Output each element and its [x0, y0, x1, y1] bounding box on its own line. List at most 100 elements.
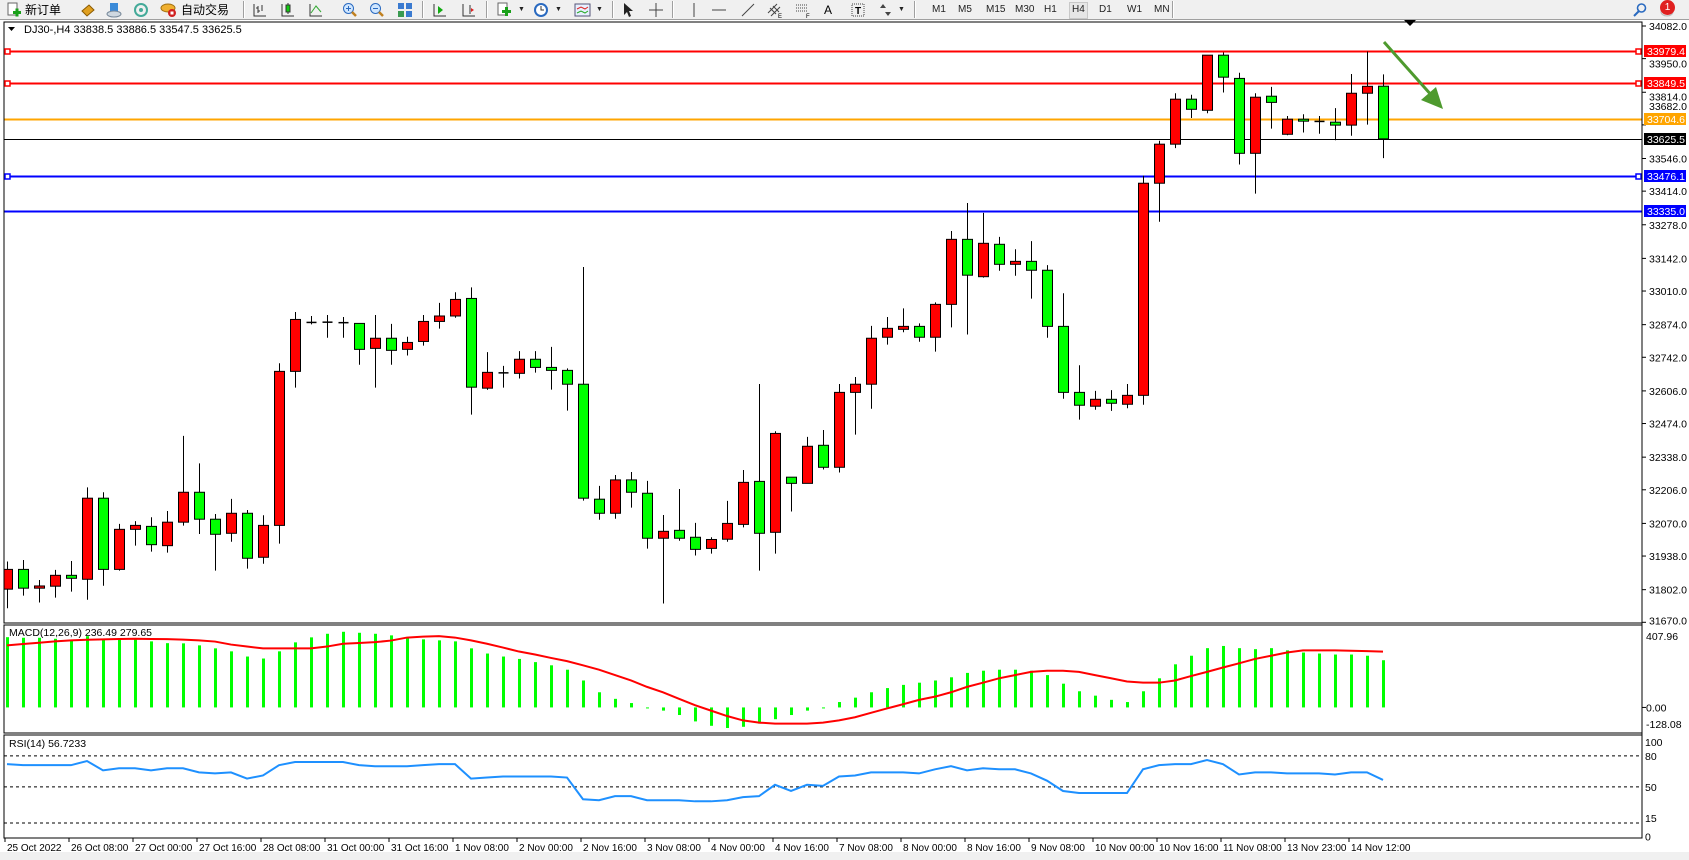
- line-chart-icon: [309, 3, 322, 16]
- candle: [1282, 115, 1293, 136]
- chart-menu-triangle-icon[interactable]: [8, 27, 15, 31]
- timeframe-h1-button[interactable]: H1: [1044, 4, 1057, 15]
- bear-candle-body: [1186, 98, 1197, 110]
- signals-button[interactable]: [133, 1, 149, 18]
- time-tick-label: 27 Oct 16:00: [199, 843, 257, 854]
- fibonacci-button[interactable]: F: [795, 1, 811, 18]
- horizontal-line-button[interactable]: [711, 1, 727, 18]
- price-tick-label: 32742.0: [1649, 352, 1687, 364]
- candle: [594, 485, 605, 520]
- templates-button[interactable]: [574, 1, 592, 18]
- search-button[interactable]: [1632, 1, 1648, 18]
- arrows-dropdown-icon[interactable]: ▼: [898, 6, 905, 13]
- indicators-dropdown-icon[interactable]: ▼: [518, 6, 525, 13]
- zoom-in-button[interactable]: [342, 1, 358, 18]
- macd-histogram-bar: [742, 707, 745, 727]
- macd-histogram-bar: [598, 692, 601, 708]
- timeframe-m1-button[interactable]: M1: [932, 4, 946, 15]
- toolbar-separator: [1172, 1, 1174, 18]
- timeframe-mn-button[interactable]: MN: [1154, 4, 1170, 15]
- text-label-button[interactable]: T: [850, 1, 866, 18]
- market-watch-button[interactable]: [80, 1, 96, 18]
- bull-candle-body: [290, 318, 301, 372]
- notification-badge: 1: [1660, 0, 1675, 15]
- fibonacci-icon: F: [796, 4, 810, 18]
- new-order-button[interactable]: 新订单: [6, 1, 61, 18]
- zoom-out-button[interactable]: [369, 1, 385, 18]
- bull-candle-body: [450, 298, 461, 317]
- indicators-button[interactable]: [496, 1, 512, 18]
- macd-tick-label: 0.00: [1646, 702, 1667, 714]
- macd-histogram-bar: [342, 631, 345, 708]
- timeframe-m30-button[interactable]: M30: [1015, 4, 1035, 15]
- macd-histogram-bar: [166, 643, 169, 708]
- macd-histogram-bar: [70, 640, 73, 708]
- rsi-indicator: [4, 755, 1642, 824]
- bull-candle-body: [770, 432, 781, 533]
- bull-candle-body: [850, 383, 861, 393]
- trendline-button[interactable]: [740, 1, 756, 18]
- bull-candle-body: [802, 445, 813, 484]
- price-tick-label: 34082.0: [1649, 21, 1687, 33]
- macd-histogram-bar: [566, 669, 569, 708]
- macd-histogram-bar: [1382, 660, 1385, 708]
- bull-candle-body: [402, 341, 413, 350]
- market-watch-icon: [81, 3, 95, 17]
- timeframe-h4-button[interactable]: H4: [1069, 2, 1088, 19]
- macd-histogram-bar: [646, 707, 649, 709]
- line-chart-button[interactable]: [308, 1, 324, 18]
- macd-histogram-bar: [518, 658, 521, 708]
- timeframe-m5-button[interactable]: M5: [958, 4, 972, 15]
- bull-candle-body: [274, 370, 285, 526]
- bull-candle-body: [1250, 96, 1261, 154]
- timeframe-m15-button[interactable]: M15: [986, 4, 1006, 15]
- bear-candle-body: [18, 568, 29, 589]
- timeframe-w1-button[interactable]: W1: [1127, 4, 1142, 15]
- bear-candle-body: [210, 518, 221, 535]
- macd-histogram-bar: [1254, 649, 1257, 708]
- candle: [514, 351, 525, 379]
- equidistant-channel-button[interactable]: E: [767, 1, 783, 18]
- new-order-label: 新订单: [25, 3, 62, 17]
- bull-candle-body: [34, 585, 45, 589]
- auto-trading-button[interactable]: 自动交易: [160, 1, 229, 18]
- chart-shift-marker-icon[interactable]: [1404, 20, 1416, 26]
- rsi-label: RSI(14) 56.7233: [9, 738, 86, 750]
- vertical-line-button[interactable]: [686, 1, 702, 18]
- tile-windows-button[interactable]: [397, 1, 413, 18]
- macd-histogram-bar: [310, 637, 313, 708]
- text-button[interactable]: A: [824, 1, 832, 18]
- navigator-button[interactable]: [106, 1, 122, 18]
- candle: [578, 267, 589, 501]
- arrows-button[interactable]: [878, 1, 894, 18]
- periods-dropdown-icon[interactable]: ▼: [555, 6, 562, 13]
- bear-candle-body: [914, 325, 925, 338]
- macd-histogram-bar: [1174, 664, 1177, 708]
- price-tick-label: 31670.0: [1649, 615, 1687, 627]
- time-tick-label: 28 Oct 08:00: [263, 843, 321, 854]
- bar-chart-button[interactable]: [252, 1, 268, 18]
- rsi-tick-label: 50: [1645, 782, 1657, 794]
- candle: [274, 363, 285, 544]
- periods-button[interactable]: [533, 1, 549, 18]
- candle: [1154, 140, 1165, 222]
- cursor-button[interactable]: [620, 1, 636, 18]
- bull-candle-body: [434, 315, 445, 322]
- candle: [354, 322, 365, 365]
- crosshair-button[interactable]: [648, 1, 664, 18]
- timeframe-d1-button[interactable]: D1: [1099, 4, 1112, 15]
- macd-histogram-bar: [838, 702, 841, 708]
- down-arrow-annotation[interactable]: [1382, 41, 1443, 109]
- bear-candle-body: [578, 383, 589, 499]
- price-tick-label: 33278.0: [1649, 220, 1687, 232]
- candlestick-button[interactable]: [280, 1, 296, 18]
- bear-candle-body: [786, 476, 797, 484]
- chart-shift-button[interactable]: [461, 1, 477, 18]
- macd-histogram-bar: [22, 637, 25, 708]
- candle: [994, 236, 1005, 271]
- price-tick-label: 33546.0: [1649, 154, 1687, 166]
- auto-scroll-button[interactable]: [432, 1, 448, 18]
- candle: [338, 316, 349, 338]
- templates-dropdown-icon[interactable]: ▼: [596, 6, 603, 13]
